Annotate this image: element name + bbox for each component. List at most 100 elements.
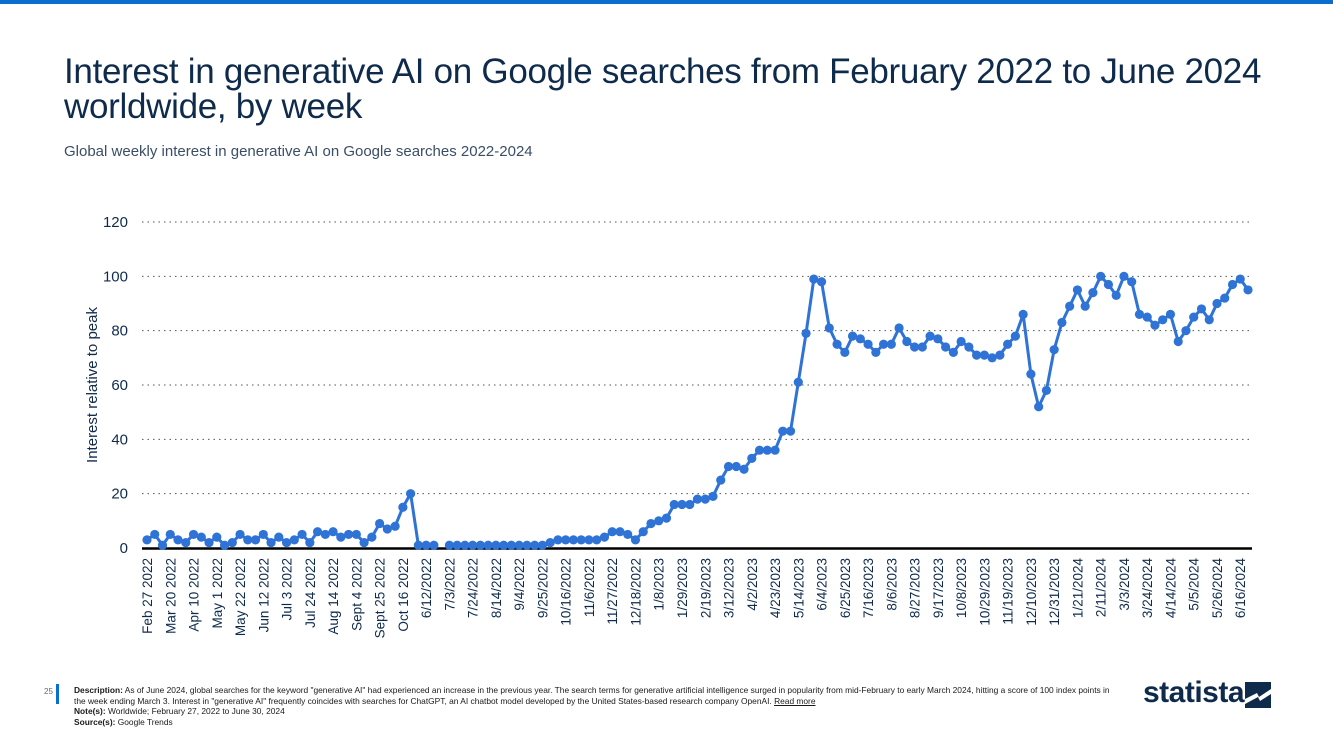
data-point[interactable]: [312, 527, 323, 537]
data-point[interactable]: [142, 535, 152, 545]
data-point[interactable]: [274, 532, 284, 542]
data-point[interactable]: [491, 540, 501, 550]
data-point[interactable]: [646, 518, 656, 529]
data-point[interactable]: [731, 461, 741, 472]
data-point[interactable]: [1142, 312, 1152, 322]
data-point[interactable]: [165, 529, 175, 540]
data-point[interactable]: [840, 347, 850, 357]
data-point[interactable]: [700, 494, 710, 504]
data-point[interactable]: [832, 339, 842, 349]
data-point[interactable]: [816, 277, 827, 287]
data-point[interactable]: [1072, 285, 1083, 295]
data-point[interactable]: [871, 347, 881, 357]
data-point[interactable]: [754, 445, 765, 455]
data-point[interactable]: [941, 342, 951, 352]
data-point[interactable]: [499, 540, 509, 550]
data-point[interactable]: [1158, 315, 1168, 325]
data-point[interactable]: [343, 529, 354, 540]
data-point[interactable]: [964, 342, 974, 352]
data-point[interactable]: [460, 540, 470, 550]
data-point[interactable]: [483, 540, 493, 550]
data-point[interactable]: [452, 540, 462, 550]
data-point[interactable]: [320, 529, 330, 540]
data-point[interactable]: [204, 537, 214, 548]
data-point[interactable]: [196, 532, 206, 542]
data-point[interactable]: [514, 540, 524, 550]
data-point[interactable]: [1189, 312, 1199, 322]
data-point[interactable]: [615, 527, 625, 537]
data-point[interactable]: [747, 453, 757, 463]
data-point[interactable]: [878, 339, 889, 349]
data-point[interactable]: [933, 334, 943, 344]
data-point[interactable]: [468, 540, 478, 550]
data-point[interactable]: [948, 347, 958, 357]
data-point[interactable]: [692, 494, 703, 504]
data-point[interactable]: [328, 527, 338, 537]
read-more-link[interactable]: Read more: [774, 695, 816, 706]
data-point[interactable]: [289, 535, 299, 545]
data-point[interactable]: [568, 535, 579, 545]
data-point[interactable]: [1088, 288, 1098, 298]
data-point[interactable]: [235, 529, 245, 540]
data-point[interactable]: [584, 535, 594, 545]
data-point[interactable]: [623, 529, 633, 540]
data-point[interactable]: [219, 540, 230, 550]
data-point[interactable]: [592, 535, 602, 545]
data-point[interactable]: [785, 426, 796, 436]
data-point[interactable]: [157, 540, 168, 550]
data-point[interactable]: [281, 537, 292, 548]
data-point[interactable]: [793, 377, 803, 387]
data-point[interactable]: [1150, 320, 1160, 330]
data-point[interactable]: [739, 464, 749, 474]
data-point[interactable]: [630, 535, 641, 545]
data-point[interactable]: [390, 521, 400, 531]
data-point[interactable]: [1196, 304, 1207, 314]
data-point[interactable]: [475, 540, 486, 550]
data-point[interactable]: [1003, 339, 1013, 349]
data-point[interactable]: [1096, 271, 1106, 281]
data-point[interactable]: [367, 532, 377, 542]
data-point[interactable]: [886, 339, 896, 349]
data-point[interactable]: [1018, 309, 1028, 319]
data-point[interactable]: [351, 529, 361, 540]
data-point[interactable]: [855, 334, 865, 344]
data-point[interactable]: [530, 540, 540, 550]
data-point[interactable]: [375, 518, 385, 529]
data-point[interactable]: [987, 353, 997, 363]
data-point[interactable]: [654, 516, 664, 526]
data-point[interactable]: [227, 537, 237, 548]
data-point[interactable]: [1165, 309, 1176, 319]
data-point[interactable]: [1173, 336, 1183, 347]
data-point[interactable]: [553, 535, 563, 545]
data-point[interactable]: [708, 491, 718, 501]
data-point[interactable]: [809, 274, 819, 284]
data-point[interactable]: [305, 537, 315, 548]
data-point[interactable]: [1181, 326, 1191, 336]
data-point[interactable]: [1119, 271, 1129, 281]
data-point[interactable]: [1111, 290, 1121, 300]
data-point[interactable]: [1065, 301, 1075, 311]
data-point[interactable]: [1220, 293, 1230, 303]
data-point[interactable]: [685, 499, 695, 510]
data-point[interactable]: [266, 537, 276, 548]
data-point[interactable]: [429, 540, 439, 550]
data-point[interactable]: [972, 350, 982, 360]
data-point[interactable]: [359, 537, 369, 548]
data-point[interactable]: [638, 527, 648, 537]
data-point[interactable]: [1227, 279, 1238, 290]
data-point[interactable]: [979, 350, 989, 360]
data-point[interactable]: [894, 323, 904, 333]
data-point[interactable]: [1026, 369, 1036, 379]
data-point[interactable]: [181, 537, 191, 548]
data-point[interactable]: [716, 475, 726, 485]
data-point[interactable]: [413, 540, 423, 550]
data-point[interactable]: [669, 499, 679, 510]
data-point[interactable]: [506, 540, 517, 550]
data-point[interactable]: [1049, 345, 1059, 355]
data-point[interactable]: [150, 529, 160, 540]
data-point[interactable]: [1243, 285, 1253, 295]
data-point[interactable]: [212, 532, 222, 542]
data-point[interactable]: [1212, 298, 1222, 309]
data-point[interactable]: [250, 535, 261, 545]
data-point[interactable]: [258, 529, 268, 540]
